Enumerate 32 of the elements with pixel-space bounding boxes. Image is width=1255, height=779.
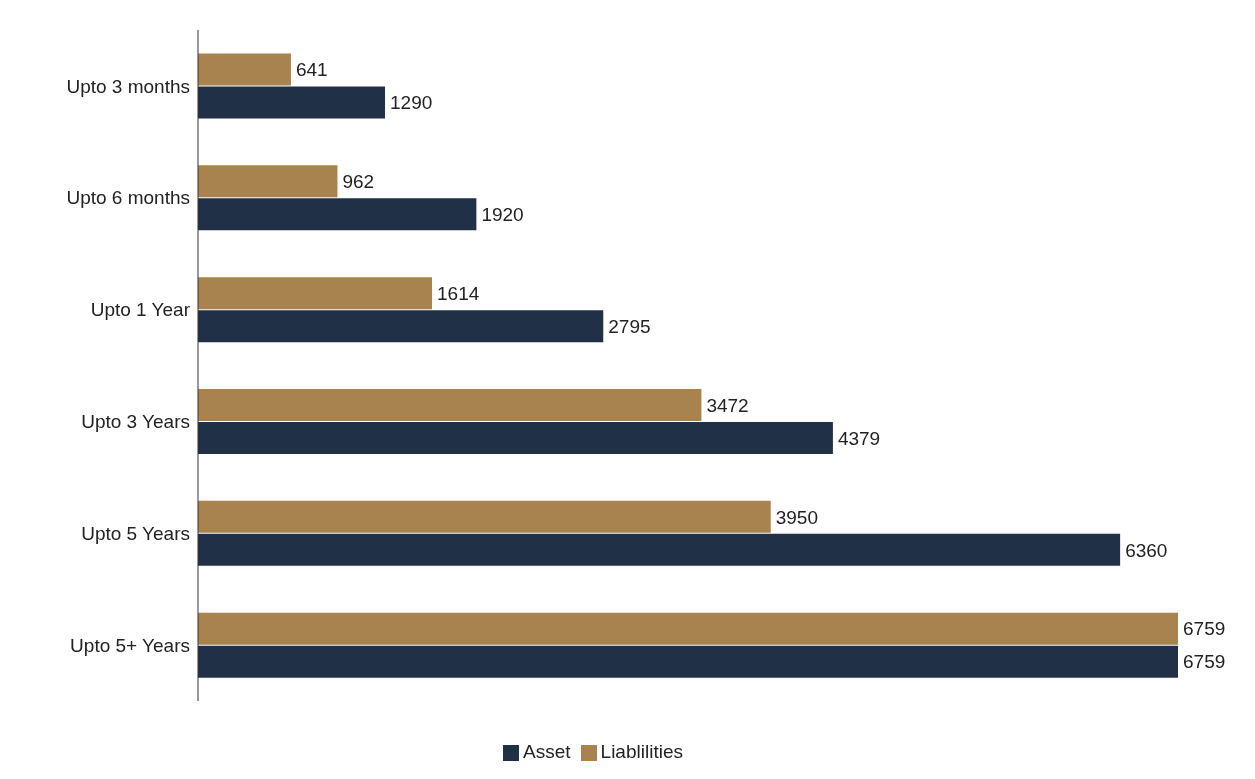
data-label: 1614 [437, 282, 480, 304]
data-label: 641 [295, 59, 328, 81]
data-label: 3472 [706, 394, 749, 416]
y-tick-label: Upto 3 Years [81, 411, 190, 433]
data-label: 2795 [608, 315, 651, 337]
bar [198, 533, 1121, 566]
data-label: 3950 [775, 506, 818, 528]
legend-label: Liablilities [600, 741, 683, 762]
data-label: 962 [342, 171, 375, 193]
data-label: 6759 [1183, 651, 1226, 673]
data-label: 4379 [837, 427, 881, 449]
bar [198, 86, 386, 119]
data-label: 6759 [1183, 618, 1226, 640]
bar [198, 277, 433, 310]
y-tick-label: Upto 5+ Years [70, 634, 190, 656]
data-label: 1290 [390, 92, 433, 114]
bar [198, 421, 833, 454]
data-label: 1920 [481, 204, 524, 226]
bar [198, 198, 477, 231]
bar [198, 645, 1178, 678]
bar [198, 612, 1178, 645]
y-tick-label: Upto 3 months [66, 75, 190, 97]
y-tick-label: Upto 5 Years [81, 522, 190, 544]
legend-label: Asset [523, 741, 571, 762]
bar [198, 310, 604, 343]
y-tick-label: Upto 6 months [66, 187, 190, 209]
bar [198, 165, 338, 198]
bar [198, 388, 702, 421]
bar [198, 500, 771, 533]
bar [198, 53, 291, 86]
y-tick-label: Upto 1 Year [90, 299, 191, 321]
data-label: 6360 [1125, 539, 1168, 561]
